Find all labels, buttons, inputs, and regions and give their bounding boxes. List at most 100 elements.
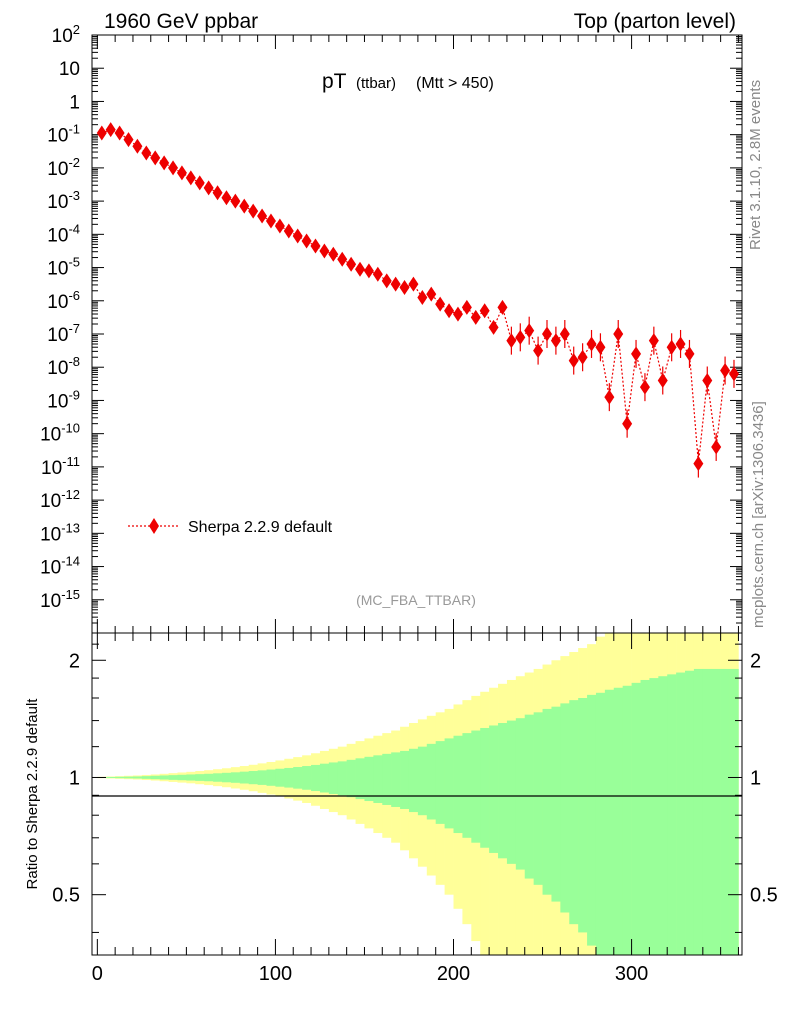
y-tick-label: 10-4: [47, 221, 80, 246]
legend-label: Sherpa 2.2.9 default: [188, 519, 333, 536]
inner-band-bin: [542, 708, 552, 895]
inner-band-bin: [364, 756, 374, 802]
data-point: [212, 185, 223, 201]
inner-band-bin: [667, 674, 677, 955]
y-tick-label: 10-2: [47, 155, 80, 180]
inner-band-bin: [551, 706, 561, 902]
inner-band-bin: [720, 668, 730, 955]
inner-band-bin: [257, 770, 267, 785]
data-point: [372, 266, 383, 282]
data-point: [559, 326, 570, 342]
y-tick-label: 10-9: [47, 387, 80, 412]
y-tick-label: 10-12: [40, 487, 80, 512]
data-point: [577, 349, 588, 365]
data-point: [310, 238, 321, 254]
data-point: [728, 366, 739, 382]
data-point: [631, 346, 642, 362]
data-point: [533, 343, 544, 359]
data-point: [176, 165, 187, 181]
y-tick-label: 10: [59, 59, 80, 80]
data-point: [479, 303, 490, 319]
inner-band-bin: [676, 672, 686, 955]
inner-band-bin: [578, 698, 588, 933]
inner-band-bin: [498, 723, 508, 859]
data-point: [488, 319, 499, 335]
data-point: [657, 373, 668, 389]
side-label-rivet: Rivet 3.1.10, 2.8M events: [747, 80, 764, 250]
inner-band-bin: [346, 759, 356, 798]
y-tick-label: 10-7: [47, 321, 80, 346]
inner-band-bin: [506, 720, 517, 864]
inner-band-bin: [435, 741, 445, 824]
data-point: [96, 125, 107, 141]
inner-band-bin: [417, 746, 428, 816]
data-point: [470, 309, 481, 325]
y-tick-label: 10-6: [47, 288, 80, 313]
inner-band-bin: [604, 689, 615, 955]
inner-band-bin: [640, 679, 650, 955]
analysis-tag: (MC_FBA_TTBAR): [356, 592, 476, 608]
ratio-ylabel: Ratio to Sherpa 2.2.9 default: [24, 698, 41, 890]
y-tick-label: 10-1: [47, 122, 80, 147]
data-point: [515, 329, 526, 345]
inner-band-bin: [444, 738, 454, 829]
inner-band-bin: [355, 758, 365, 800]
data-point: [230, 193, 241, 209]
inner-band-bin: [408, 748, 419, 813]
inner-band-bin: [204, 773, 214, 782]
data-point: [417, 289, 428, 305]
ratio-plot: 0.5 0.5 1 1 2 2 0 100 200 300 Ratio to Sherpa 2.…: [24, 632, 778, 985]
data-point: [711, 439, 722, 455]
plot-title-sub1: (ttbar): [356, 75, 396, 92]
y-tick-label: 10-13: [40, 520, 80, 545]
data-point: [346, 256, 357, 272]
ratio-plot-frame: [91, 632, 743, 956]
data-point: [604, 389, 615, 405]
data-point: [408, 276, 419, 292]
inner-band-bin: [622, 685, 632, 955]
main-y-axis: 102 10 1 10-1 10-2 10-3 10-4 10-5 10-6 10-7 10-8 10…: [40, 22, 742, 634]
header-left: 1960 GeV ppbar: [104, 10, 258, 33]
ratio-bands: [97, 633, 739, 955]
data-point: [613, 326, 624, 342]
data-point: [301, 233, 312, 249]
inner-band-bin: [248, 771, 258, 785]
data-point: [150, 150, 161, 166]
x-tick-label: 0: [92, 963, 103, 985]
inner-band-bin: [284, 767, 294, 788]
data-point: [363, 263, 374, 279]
data-point: [248, 203, 259, 219]
inner-band-bin: [124, 776, 134, 779]
ratio-y-tick-label-right: 1: [750, 767, 761, 789]
data-point: [274, 218, 285, 234]
y-tick-label: 10-15: [40, 587, 80, 612]
inner-band-bin: [311, 764, 321, 792]
plot-title-main: pT: [322, 70, 347, 93]
data-point: [319, 243, 330, 259]
y-tick-label: 10-10: [40, 421, 80, 446]
data-point: [452, 306, 463, 322]
inner-band-bin: [480, 727, 490, 848]
inner-band-bin: [195, 774, 205, 781]
ratio-y-tick-label-right: 0.5: [750, 885, 778, 907]
data-point: [586, 336, 597, 352]
y-tick-label: 10-3: [47, 188, 80, 213]
inner-band-bin: [587, 694, 597, 946]
data-point: [185, 170, 196, 186]
y-tick-label: 102: [52, 22, 80, 47]
inner-band-bin: [141, 776, 152, 779]
plot-title-sub2: (Mtt > 450): [416, 75, 494, 92]
inner-band-bin: [595, 692, 606, 955]
data-point: [524, 323, 535, 339]
data-point: [194, 175, 205, 191]
data-point: [435, 296, 446, 312]
data-point: [693, 456, 704, 472]
data-point: [666, 339, 677, 355]
x-tick-label: 300: [615, 963, 648, 985]
inner-band-bin: [702, 668, 713, 955]
data-point: [461, 299, 472, 315]
data-point: [720, 363, 731, 379]
inner-band-bin: [266, 769, 276, 786]
inner-band-bin: [658, 676, 668, 955]
data-point: [257, 208, 268, 224]
